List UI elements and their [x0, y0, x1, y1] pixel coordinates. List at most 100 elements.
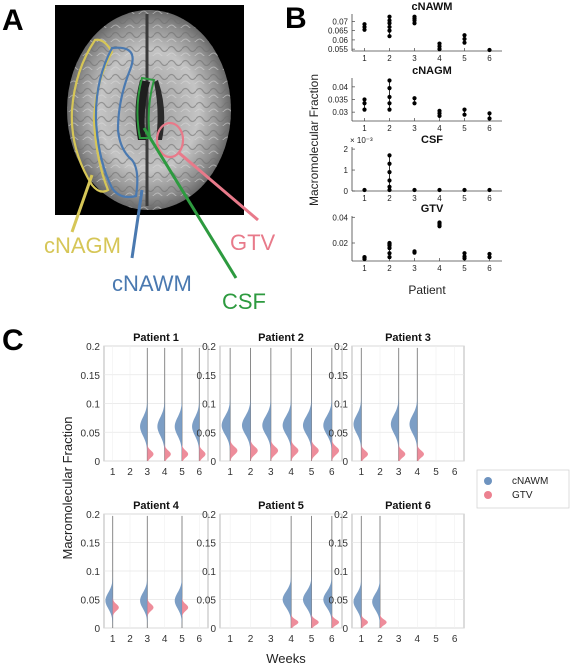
data-point: [387, 240, 392, 246]
panel-label-c: C: [2, 324, 24, 357]
data-point: [387, 34, 392, 39]
x-tick-label: 2: [377, 634, 383, 645]
y-tick-label: 2: [344, 145, 349, 154]
x-tick-label: 4: [437, 194, 442, 203]
violin-week-3: [140, 516, 154, 628]
y-tick-label: 0.06: [332, 36, 348, 45]
violin-week-4: [409, 348, 424, 461]
patient-subplot-1: 0 0.05 0.1 0.15 0.2 1 2 3 4 5 6 Patient 1: [81, 332, 209, 478]
y-tick-label: 0: [344, 187, 349, 196]
label-cnawm: cNAWM: [112, 271, 192, 296]
roi-gtv-outline: [155, 121, 185, 159]
x-tick-label: 5: [462, 264, 467, 273]
y-tick-label: 0.05: [197, 596, 217, 607]
legend: cNAWM GTV: [476, 469, 570, 509]
data-point: [387, 24, 392, 30]
cnawm-distribution: [353, 374, 362, 461]
violin-week-5: [174, 348, 189, 461]
data-point: [387, 94, 392, 100]
x-tick-label: 4: [162, 634, 168, 645]
x-tick-label: 3: [412, 54, 417, 63]
violin-week-3: [390, 348, 406, 461]
violin-week-4: [157, 348, 171, 461]
x-tick-label: 6: [452, 467, 458, 478]
subplot-cnagm: cNAGM 0.03 0.035 0.04 1 2 3 4 5 6: [328, 65, 502, 133]
x-axis-label: Weeks: [266, 651, 306, 666]
x-tick-label: 2: [387, 124, 392, 133]
violin-week-3: [140, 348, 154, 461]
y-tick-label: 0.1: [86, 400, 100, 411]
cnawm-distribution: [174, 542, 182, 628]
x-tick-label: 3: [145, 467, 151, 478]
y-tick-label: 0.1: [86, 567, 100, 578]
gtv-distribution: [147, 426, 154, 461]
gtv-distribution: [291, 426, 299, 461]
subplot-title: Patient 5: [258, 500, 304, 512]
data-point: [362, 107, 367, 112]
cnawm-distribution: [390, 374, 399, 461]
x-tick-label: 3: [396, 634, 402, 645]
data-point: [487, 255, 492, 260]
label-gtv: GTV: [230, 230, 276, 255]
data-point: [387, 78, 392, 83]
violin-week-6: [323, 348, 340, 461]
gtv-distribution: [331, 593, 340, 628]
x-tick-label: 1: [227, 467, 233, 478]
x-tick-label: 1: [362, 124, 367, 133]
x-tick-label: 4: [288, 467, 294, 478]
pointer-cnagm: [70, 174, 94, 233]
x-tick-label: 3: [412, 264, 417, 273]
x-tick-label: 1: [362, 264, 367, 273]
y-tick-label: 0.05: [329, 428, 349, 439]
y-tick-label: 0.1: [202, 567, 216, 578]
x-tick-label: 2: [127, 634, 133, 645]
y-tick-label: 0.2: [202, 342, 216, 353]
data-point: [387, 255, 392, 260]
legend-label-gtv: GTV: [512, 490, 533, 501]
x-tick-label: 3: [412, 124, 417, 133]
patient-subplot-5: 0 0.05 0.1 0.15 0.2 1 2 3 4 5 6 Patient 5: [197, 500, 343, 645]
gtv-distribution: [311, 593, 319, 628]
data-point: [387, 187, 392, 193]
pointer-cnawm: [130, 189, 144, 259]
x-tick-label: 6: [329, 467, 335, 478]
data-point: [387, 14, 392, 19]
x-tick-label: 4: [437, 54, 442, 63]
violin-week-2: [372, 516, 387, 628]
x-tick-label: 3: [412, 194, 417, 203]
x-tick-label: 1: [359, 467, 365, 478]
gtv-distribution: [361, 593, 368, 628]
data-point: [487, 116, 492, 121]
cnawm-distribution: [409, 374, 418, 461]
ventricle-right: [154, 80, 165, 140]
gtv-distribution: [112, 593, 119, 628]
x-tick-label: 2: [387, 264, 392, 273]
x-tick-label: 5: [462, 124, 467, 133]
data-point: [387, 86, 392, 91]
x-tick-label: 4: [437, 124, 442, 133]
cnawm-distribution: [174, 374, 182, 461]
y-tick-label: 1: [344, 166, 349, 175]
x-tick-label: 6: [487, 264, 492, 273]
panel-label-a: A: [2, 4, 24, 37]
data-point: [412, 96, 417, 101]
data-point: [387, 28, 392, 33]
data-point: [387, 184, 392, 189]
gtv-distribution: [182, 426, 189, 461]
x-tick-label: 5: [462, 194, 467, 203]
y-tick-label: 0.05: [81, 428, 101, 439]
violin-week-1: [221, 348, 238, 461]
y-axis-label: Macromolecular Fraction: [60, 416, 75, 559]
subplot-csf: CSF × 10⁻³ 0 1 2 1 2 3 4 5 6: [344, 134, 502, 203]
y-tick-label: 0.15: [329, 371, 349, 382]
x-tick-label: 1: [359, 634, 365, 645]
data-point: [487, 47, 492, 53]
legend-marker-cnawm: [484, 477, 492, 485]
y-tick-label: 0: [342, 624, 348, 635]
y-tick-label: 0.02: [332, 239, 348, 248]
cnawm-distribution: [302, 374, 312, 461]
violin-week-1: [353, 348, 368, 461]
x-tick-label: 6: [487, 54, 492, 63]
x-tick-label: 3: [396, 467, 402, 478]
